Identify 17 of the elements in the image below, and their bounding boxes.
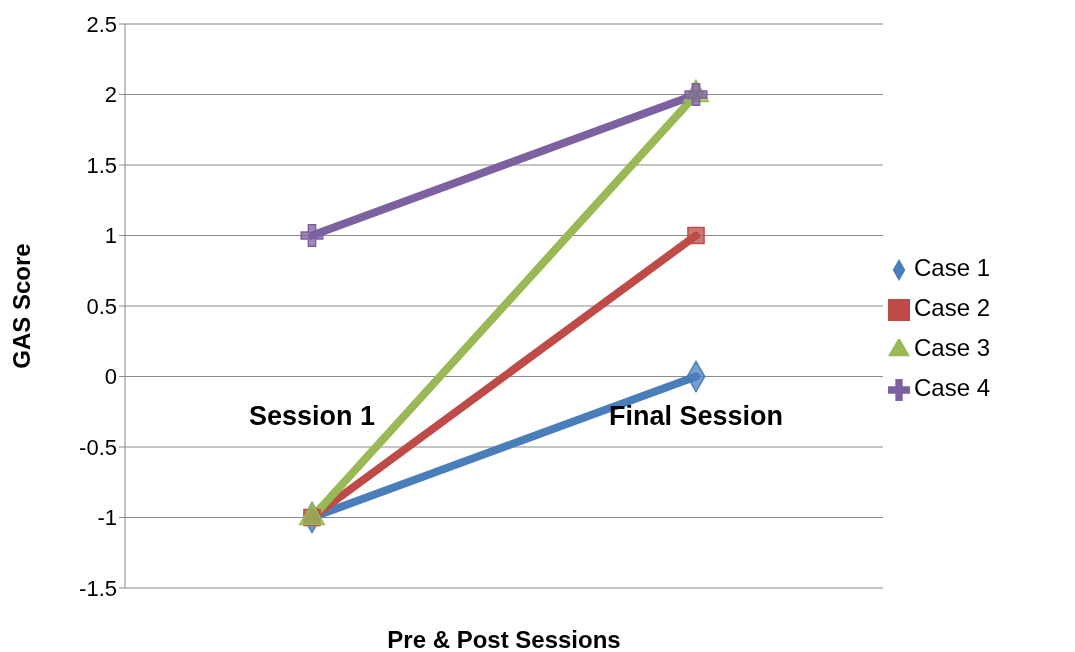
y-tick-label: 2: [104, 82, 117, 108]
legend-label: Case 2: [914, 294, 991, 321]
y-tick-label: -1.5: [79, 575, 117, 601]
y-tick-label: 1: [104, 223, 117, 249]
y-axis-title: GAS Score: [7, 243, 35, 369]
x-axis-title: Pre & Post Sessions: [387, 626, 621, 652]
y-tick-label: 0.5: [86, 293, 117, 319]
x-tick-label: Session 1: [248, 400, 376, 431]
legend-label: Case 4: [914, 374, 991, 401]
legend-label: Case 3: [914, 334, 991, 361]
legend-label: Case 1: [914, 254, 991, 281]
y-tick-label: -0.5: [79, 434, 117, 460]
x-tick-label: Final Session: [608, 400, 784, 431]
y-tick-label: 0: [104, 364, 117, 390]
y-tick-label: 1.5: [86, 152, 117, 178]
y-tick-label: -1: [97, 505, 117, 531]
y-tick-label: 2.5: [86, 11, 117, 37]
